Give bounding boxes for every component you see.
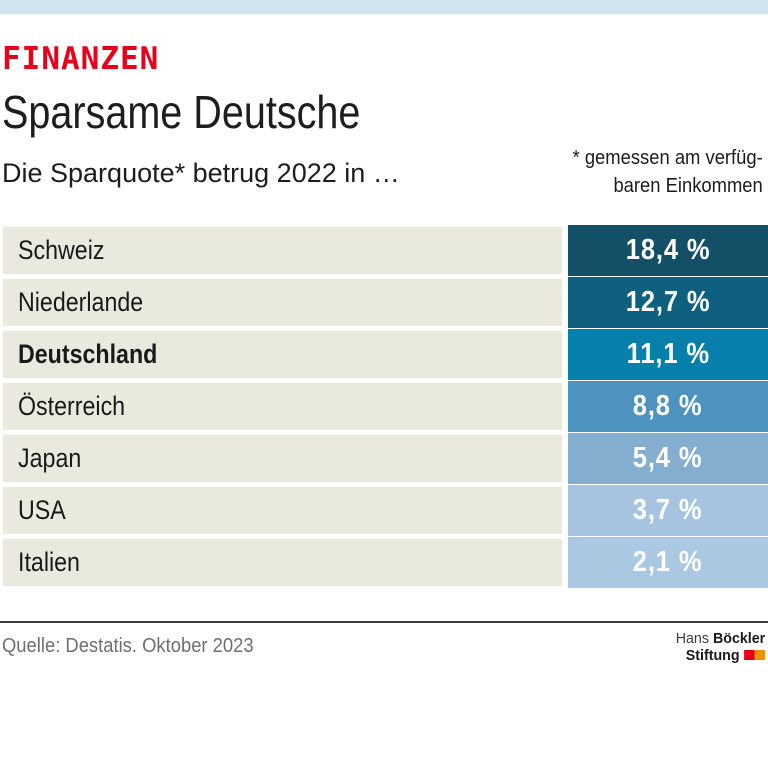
logo-boeckler: Böckler xyxy=(712,630,765,647)
value-bar-cell: 18,4 % xyxy=(568,225,768,276)
cell-gap xyxy=(562,227,568,274)
country-label-cell: Schweiz xyxy=(3,227,562,274)
country-label-cell: Niederlande xyxy=(3,279,562,326)
country-label: Italien xyxy=(18,547,80,577)
country-label-cell: Deutschland xyxy=(3,331,562,378)
value-bar-cell: 8,8 % xyxy=(568,381,768,432)
kicker: FINANZEN xyxy=(2,41,160,77)
chart-subtitle: Die Sparquote* betrug 2022 in … xyxy=(2,158,400,188)
country-label-cell: Japan xyxy=(3,435,562,482)
cell-gap xyxy=(562,539,568,586)
value-label: 3,7 % xyxy=(633,494,703,526)
country-label: Österreich xyxy=(18,391,126,421)
country-label: Deutschland xyxy=(18,339,158,369)
table-row: Niederlande 12,7 % xyxy=(0,277,768,328)
hans-boeckler-stiftung-logo: Hans Böckler Stiftung xyxy=(671,630,765,664)
value-label: 5,4 % xyxy=(633,442,703,474)
logo-mark xyxy=(744,650,765,660)
footer-divider xyxy=(0,621,768,623)
table-row: USA 3,7 % xyxy=(0,485,768,536)
value-label: 18,4 % xyxy=(625,234,711,266)
logo-orange-square xyxy=(754,650,765,660)
country-label: Schweiz xyxy=(18,235,105,265)
table-row: Österreich 8,8 % xyxy=(0,381,768,432)
cell-gap xyxy=(562,331,568,378)
logo-line-1: Hans Böckler xyxy=(675,630,765,647)
value-bar-cell: 5,4 % xyxy=(568,433,768,484)
country-label-cell: USA xyxy=(3,487,562,534)
source-text: Quelle: Destatis. Oktober 2023 xyxy=(2,635,254,657)
footnote: * gemessen am verfüg- baren Einkommen xyxy=(556,144,763,200)
value-bar-cell: 12,7 % xyxy=(568,277,768,328)
value-label: 8,8 % xyxy=(633,390,703,422)
country-label: Niederlande xyxy=(18,287,144,317)
table-row: Deutschland 11,1 % xyxy=(0,329,768,380)
cell-gap xyxy=(562,383,568,430)
logo-line-2: Stiftung xyxy=(675,647,765,664)
cell-gap xyxy=(562,435,568,482)
country-label: USA xyxy=(18,495,66,525)
cell-gap xyxy=(562,487,568,534)
page-title: Sparsame Deutsche xyxy=(2,86,361,138)
value-bar-cell: 3,7 % xyxy=(568,485,768,536)
table-row: Schweiz 18,4 % xyxy=(0,225,768,276)
table-row: Italien 2,1 % xyxy=(0,537,768,588)
value-bar-cell: 2,1 % xyxy=(568,537,768,588)
country-label: Japan xyxy=(18,443,82,473)
value-label: 2,1 % xyxy=(633,546,703,578)
logo-red-square xyxy=(744,650,755,660)
footnote-line-1: * gemessen am verfüg- xyxy=(572,147,763,169)
logo-hans: Hans xyxy=(675,630,709,647)
cell-gap xyxy=(562,279,568,326)
value-bar-cell: 11,1 % xyxy=(568,329,768,380)
value-label: 11,1 % xyxy=(626,338,710,370)
savings-rate-table: Schweiz 18,4 % Niederlande 12,7 % Deutsc… xyxy=(0,225,768,591)
table-row: Japan 5,4 % xyxy=(0,433,768,484)
value-label: 12,7 % xyxy=(625,286,711,318)
country-label-cell: Österreich xyxy=(3,383,562,430)
footnote-line-2: baren Einkommen xyxy=(613,175,763,197)
country-label-cell: Italien xyxy=(3,539,562,586)
logo-stiftung: Stiftung xyxy=(685,647,740,664)
top-accent-bar xyxy=(0,0,768,14)
